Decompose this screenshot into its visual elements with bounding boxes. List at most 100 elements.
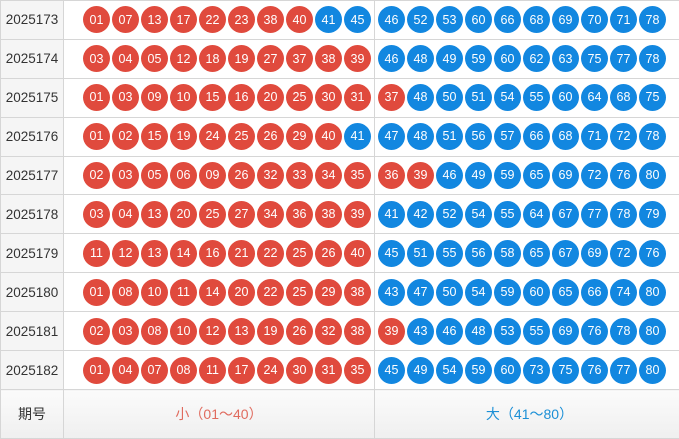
blue-ball: 64 [581, 84, 608, 112]
small-range-cell: 02 03 08 10 12 13 19 26 32 38 [63, 311, 375, 352]
red-ball: 11 [170, 278, 197, 306]
blue-ball: 59 [494, 162, 521, 189]
blue-ball: 59 [465, 356, 492, 384]
table-row: 2025179 11 12 13 14 16 21 22 25 26 40 45 51 55 56 58 65 6… [0, 233, 679, 274]
blue-ball: 67 [552, 200, 579, 228]
red-ball: 09 [141, 84, 168, 112]
red-ball: 09 [199, 162, 226, 189]
ball-group-small: 01 07 13 17 22 23 38 40 41 45 [64, 1, 371, 39]
ball-group-small: 01 03 09 10 15 16 20 25 30 31 [64, 79, 371, 117]
red-ball: 33 [286, 162, 313, 189]
red-ball: 06 [170, 162, 197, 189]
blue-ball: 69 [552, 6, 579, 34]
blue-ball: 57 [494, 123, 521, 151]
red-ball: 14 [170, 239, 197, 267]
red-ball: 13 [141, 6, 168, 34]
blue-ball: 76 [610, 162, 637, 189]
small-range-cell: 01 04 07 08 11 17 24 30 31 35 [63, 350, 375, 390]
red-ball: 40 [315, 123, 342, 151]
blue-ball: 76 [639, 239, 666, 267]
blue-ball: 55 [494, 200, 521, 228]
issue-number-cell[interactable]: 2025175 [0, 77, 64, 118]
blue-ball: 64 [523, 200, 550, 228]
big-range-cell: 41 42 52 54 55 64 67 77 78 79 [374, 194, 679, 235]
blue-ball: 46 [436, 162, 463, 189]
red-ball: 01 [83, 123, 110, 151]
ball-group-small: 03 04 05 12 18 19 27 37 38 39 [64, 40, 371, 78]
red-ball: 24 [199, 123, 226, 151]
issue-number-cell[interactable]: 2025179 [0, 233, 64, 274]
blue-ball: 53 [494, 317, 521, 345]
footer-small-range-label: 小（01～40） [63, 389, 375, 439]
red-ball: 03 [112, 317, 139, 345]
blue-ball: 52 [407, 6, 434, 34]
red-ball: 22 [257, 278, 284, 306]
issue-number-cell[interactable]: 2025173 [0, 0, 64, 40]
blue-ball: 49 [465, 162, 492, 189]
blue-ball: 48 [465, 317, 492, 345]
red-ball: 25 [199, 200, 226, 228]
issue-number-cell[interactable]: 2025180 [0, 272, 64, 313]
blue-ball: 78 [639, 6, 666, 34]
big-range-cell: 36 39 46 49 59 65 69 72 76 80 [374, 155, 679, 196]
blue-ball: 54 [494, 84, 521, 112]
blue-ball: 45 [344, 6, 371, 34]
blue-ball: 71 [610, 6, 637, 34]
blue-ball: 46 [378, 45, 405, 73]
red-ball: 34 [315, 162, 342, 189]
ball-group-big: 43 47 50 54 59 60 65 66 74 80 [378, 273, 679, 311]
red-ball: 30 [315, 84, 342, 112]
red-ball: 13 [228, 317, 255, 345]
issue-number-cell[interactable]: 2025176 [0, 116, 64, 157]
blue-ball: 41 [378, 200, 405, 228]
red-ball: 31 [315, 356, 342, 384]
red-ball: 13 [141, 239, 168, 267]
red-ball: 32 [315, 317, 342, 345]
ball-group-big: 37 48 50 51 54 55 60 64 68 75 [378, 79, 679, 117]
red-ball: 16 [199, 239, 226, 267]
red-ball: 11 [199, 356, 226, 384]
red-ball: 27 [257, 45, 284, 73]
blue-ball: 75 [552, 356, 579, 384]
table-footer-row: 期号 小（01～40） 大（41～80） [0, 389, 679, 439]
red-ball: 12 [199, 317, 226, 345]
small-range-cell: 01 02 15 19 24 25 26 29 40 41 [63, 116, 375, 157]
blue-ball: 54 [436, 356, 463, 384]
blue-ball: 51 [407, 239, 434, 267]
red-ball: 15 [199, 84, 226, 112]
red-ball: 38 [344, 278, 371, 306]
blue-ball: 60 [494, 356, 521, 384]
blue-ball: 78 [639, 123, 666, 151]
blue-ball: 47 [378, 123, 405, 151]
red-ball: 03 [83, 200, 110, 228]
small-range-cell: 01 03 09 10 15 16 20 25 30 31 [63, 77, 375, 118]
ball-group-big: 41 42 52 54 55 64 67 77 78 79 [378, 195, 679, 233]
blue-ball: 69 [552, 162, 579, 189]
red-ball: 01 [83, 278, 110, 306]
issue-number-cell[interactable]: 2025182 [0, 350, 64, 390]
issue-number-cell[interactable]: 2025177 [0, 155, 64, 196]
red-ball: 10 [170, 317, 197, 345]
blue-ball: 48 [407, 45, 434, 73]
red-ball: 25 [286, 84, 313, 112]
red-ball: 25 [228, 123, 255, 151]
big-range-cell: 39 43 46 48 53 55 69 76 78 80 [374, 311, 679, 352]
red-ball: 40 [344, 239, 371, 267]
red-ball: 04 [112, 45, 139, 73]
red-ball: 17 [170, 6, 197, 34]
ball-group-small: 02 03 05 06 09 26 32 33 34 35 [64, 157, 371, 195]
blue-ball: 80 [639, 278, 666, 306]
issue-number-cell[interactable]: 2025174 [0, 38, 64, 79]
table-row: 2025182 01 04 07 08 11 17 24 30 31 35 45 49 54 59 60 73 7… [0, 350, 679, 390]
table-row: 2025174 03 04 05 12 18 19 27 37 38 39 46 48 49 59 60 62 6… [0, 38, 679, 79]
issue-number-cell[interactable]: 2025181 [0, 311, 64, 352]
red-ball: 32 [257, 162, 284, 189]
small-range-cell: 03 04 05 12 18 19 27 37 38 39 [63, 38, 375, 79]
ball-group-big: 36 39 46 49 59 65 69 72 76 80 [378, 157, 679, 195]
issue-number-cell[interactable]: 2025178 [0, 194, 64, 235]
red-ball: 08 [170, 356, 197, 384]
red-ball: 35 [344, 162, 371, 189]
red-ball: 29 [286, 123, 313, 151]
ball-group-big: 39 43 46 48 53 55 69 76 78 80 [378, 312, 679, 350]
